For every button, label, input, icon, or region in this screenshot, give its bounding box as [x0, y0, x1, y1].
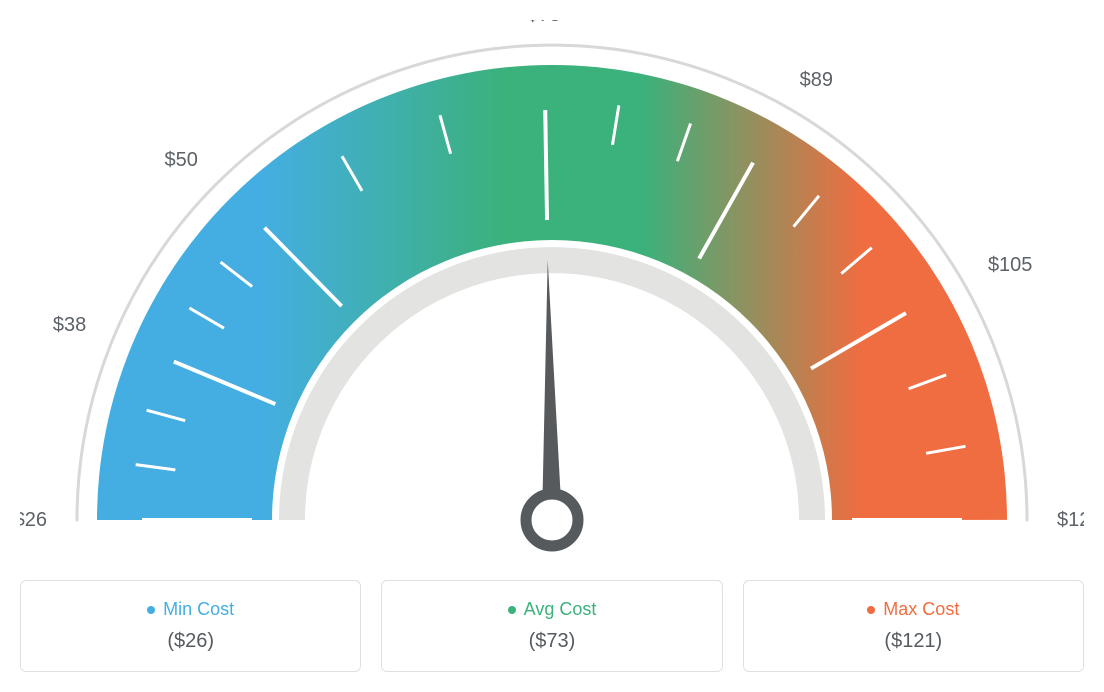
legend-label-avg: Avg Cost: [524, 599, 597, 620]
dot-icon: [147, 606, 155, 614]
legend-title-min: Min Cost: [147, 599, 234, 620]
dot-icon: [867, 606, 875, 614]
legend-card-max: Max Cost ($121): [743, 580, 1084, 672]
legend-value-avg: ($73): [392, 630, 711, 653]
svg-text:$38: $38: [53, 314, 86, 336]
svg-text:$50: $50: [165, 149, 198, 171]
gauge-svg: $26 $38 $50 $73 $89 $105 $121: [20, 20, 1084, 560]
legend-card-min: Min Cost ($26): [20, 580, 361, 672]
dot-icon: [508, 606, 516, 614]
legend-label-min: Min Cost: [163, 599, 234, 620]
gauge-svg-wrap: $26 $38 $50 $73 $89 $105 $121: [20, 20, 1084, 560]
cost-gauge-chart: $26 $38 $50 $73 $89 $105 $121 Min Cost ($26) A…: [20, 20, 1084, 672]
svg-text:$121: $121: [1057, 509, 1084, 531]
svg-text:$89: $89: [800, 69, 833, 91]
legend-row: Min Cost ($26) Avg Cost ($73) Max Cost (…: [20, 580, 1084, 672]
legend-card-avg: Avg Cost ($73): [381, 580, 722, 672]
legend-value-min: ($26): [31, 630, 350, 653]
svg-text:$73: $73: [527, 20, 560, 26]
legend-title-avg: Avg Cost: [508, 599, 597, 620]
legend-label-max: Max Cost: [883, 599, 959, 620]
svg-text:$26: $26: [20, 509, 47, 531]
legend-title-max: Max Cost: [867, 599, 959, 620]
legend-value-max: ($121): [754, 630, 1073, 653]
svg-text:$105: $105: [988, 254, 1033, 276]
